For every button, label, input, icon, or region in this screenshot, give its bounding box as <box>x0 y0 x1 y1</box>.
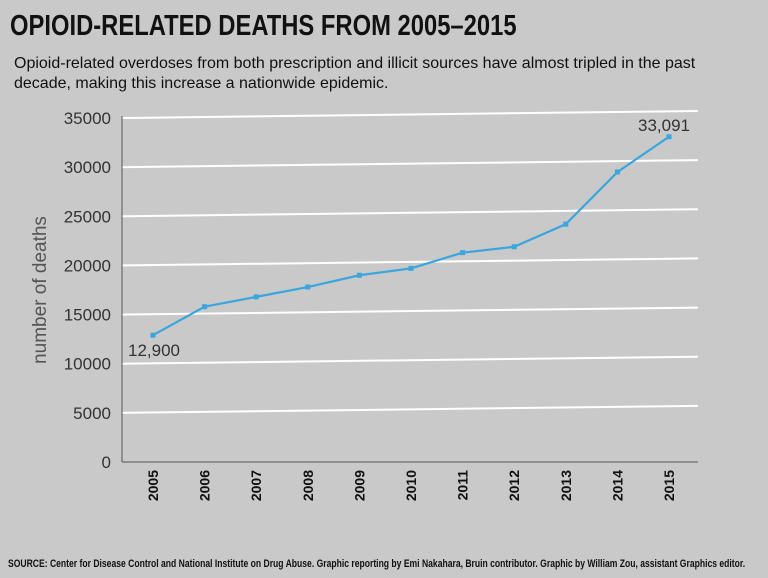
data-series <box>150 134 672 338</box>
data-point <box>408 265 414 271</box>
x-tick-label: 2006 <box>197 470 213 501</box>
x-tick-label: 2007 <box>248 470 264 501</box>
y-tick-label: 20000 <box>64 256 111 275</box>
data-label: 33,091 <box>638 116 690 135</box>
data-point <box>460 250 466 256</box>
gridline <box>121 110 699 119</box>
y-tick-label: 30000 <box>64 158 111 177</box>
data-point <box>511 244 517 250</box>
data-point <box>356 272 362 278</box>
data-point <box>202 304 208 310</box>
x-tick-label: 2009 <box>351 470 367 501</box>
chart-title: OPIOID-RELATED DEATHS FROM 2005–2015 <box>10 10 517 42</box>
data-point <box>563 221 569 227</box>
gridline <box>121 208 699 218</box>
chart-subtitle: Opioid-related overdoses from both presc… <box>14 55 696 92</box>
x-tick-label: 2005 <box>145 470 161 501</box>
x-tick-label: 2015 <box>661 470 677 501</box>
x-tick-label: 2013 <box>558 470 574 501</box>
x-tick-label: 2012 <box>506 470 522 501</box>
gridline <box>121 159 699 169</box>
data-point <box>614 169 620 175</box>
data-point <box>305 284 311 290</box>
y-tick-label: 10000 <box>64 355 111 374</box>
x-tick-label: 2008 <box>300 470 316 501</box>
y-tick-label: 25000 <box>64 207 111 226</box>
y-axis-label: number of deaths <box>30 216 51 364</box>
data-point <box>150 332 156 338</box>
y-axis-ticks: 0 5000 10000 15000 20000 25000 30000 35000 <box>64 109 111 472</box>
data-point <box>666 134 672 140</box>
gridline <box>121 306 699 316</box>
y-tick-label: 15000 <box>64 306 111 325</box>
x-tick-label: 2011 <box>455 470 471 501</box>
gridlines <box>121 110 699 414</box>
x-tick-label: 2010 <box>403 470 419 501</box>
gridline <box>121 404 699 414</box>
gridline <box>121 355 699 365</box>
data-annotations: 12,900 33,091 <box>128 116 690 360</box>
source-note: SOURCE: Center for Disease Control and N… <box>8 558 746 570</box>
x-tick-label: 2014 <box>609 470 625 501</box>
y-tick-label: 5000 <box>73 404 111 423</box>
data-label: 12,900 <box>128 341 180 360</box>
y-tick-label: 0 <box>102 453 111 472</box>
data-point <box>253 294 259 300</box>
x-axis-ticks: 2005 2006 2007 2008 2009 2010 2011 2012 2013 2014… <box>145 470 677 501</box>
axes <box>121 116 698 463</box>
y-tick-label: 35000 <box>64 109 111 128</box>
gridline <box>121 257 699 267</box>
